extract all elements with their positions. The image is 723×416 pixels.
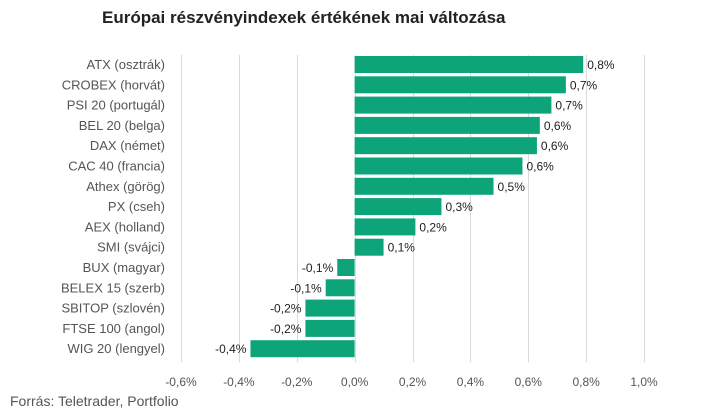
data-label: 0,6%	[541, 139, 569, 153]
data-label: 0,3%	[445, 200, 473, 214]
bar	[305, 319, 355, 337]
source-note: Forrás: Teletrader, Portfolio	[10, 393, 179, 409]
data-label: 0,8%	[587, 58, 615, 72]
category-label: WIG 20 (lengyel)	[67, 341, 165, 356]
bar	[354, 238, 384, 256]
category-labels: ATX (osztrák) CROBEX (horvát) PSI 20 (port…	[61, 57, 165, 356]
x-tick-label: -0,6%	[165, 375, 197, 389]
x-tick-label: -0,4%	[223, 375, 255, 389]
bar	[354, 198, 442, 216]
data-label: 0,6%	[544, 119, 572, 133]
bar	[354, 218, 416, 236]
data-label: 0,7%	[570, 78, 598, 92]
bar	[354, 116, 540, 134]
data-label: 0,5%	[498, 180, 526, 194]
bars	[250, 56, 584, 358]
data-label: 0,1%	[388, 241, 416, 255]
value-labels: 0,8%0,7%0,7%0,6%0,6%0,6%0,5%0,3%0,2%0,1%…	[215, 58, 615, 356]
bar	[354, 76, 566, 94]
category-label: ATX (osztrák)	[87, 57, 166, 72]
category-label: BELEX 15 (szerb)	[61, 280, 165, 295]
category-label: BUX (magyar)	[83, 260, 165, 275]
data-label: -0,2%	[270, 322, 302, 336]
category-label: CROBEX (horvát)	[62, 77, 165, 92]
x-tick-label: 0,6%	[515, 375, 543, 389]
category-label: AEX (holland)	[85, 219, 165, 234]
bar	[354, 177, 494, 195]
data-label: 0,6%	[526, 160, 554, 174]
x-tick-label: 1,0%	[630, 375, 658, 389]
bar	[354, 96, 552, 114]
category-label: FTSE 100 (angol)	[62, 321, 165, 336]
bar	[354, 137, 537, 155]
category-label: SMI (svájci)	[97, 240, 165, 255]
category-label: PX (cseh)	[108, 199, 165, 214]
bar	[354, 56, 584, 73]
category-label: BEL 20 (belga)	[79, 118, 165, 133]
data-label: 0,2%	[419, 220, 447, 234]
x-tick-label: 0,8%	[572, 375, 600, 389]
data-label: 0,7%	[555, 99, 583, 113]
category-label: DAX (német)	[90, 138, 165, 153]
bar	[325, 279, 355, 297]
category-label: SBITOP (szlovén)	[61, 301, 165, 316]
bar	[354, 157, 523, 175]
data-label: -0,1%	[302, 261, 334, 275]
category-label: Athex (görög)	[86, 179, 165, 194]
x-tick-label: -0,2%	[281, 375, 313, 389]
x-axis-tick-labels: -0,6% -0,4% -0,2% 0,0% 0,2% 0,4% 0,6% 0,8% 1,0%	[165, 375, 658, 389]
chart-title: Európai részvényindexek értékének mai vá…	[102, 8, 506, 27]
data-label: -0,4%	[215, 342, 247, 356]
bar	[337, 259, 355, 276]
data-label: -0,2%	[270, 302, 302, 316]
x-tick-label: 0,4%	[457, 375, 485, 389]
data-label: -0,1%	[290, 281, 322, 295]
x-tick-label: 0,0%	[341, 375, 369, 389]
category-label: CAC 40 (francia)	[68, 159, 165, 174]
x-tick-label: 0,2%	[399, 375, 427, 389]
bar	[305, 299, 355, 317]
bar	[250, 340, 355, 358]
category-label: PSI 20 (portugál)	[67, 98, 165, 113]
